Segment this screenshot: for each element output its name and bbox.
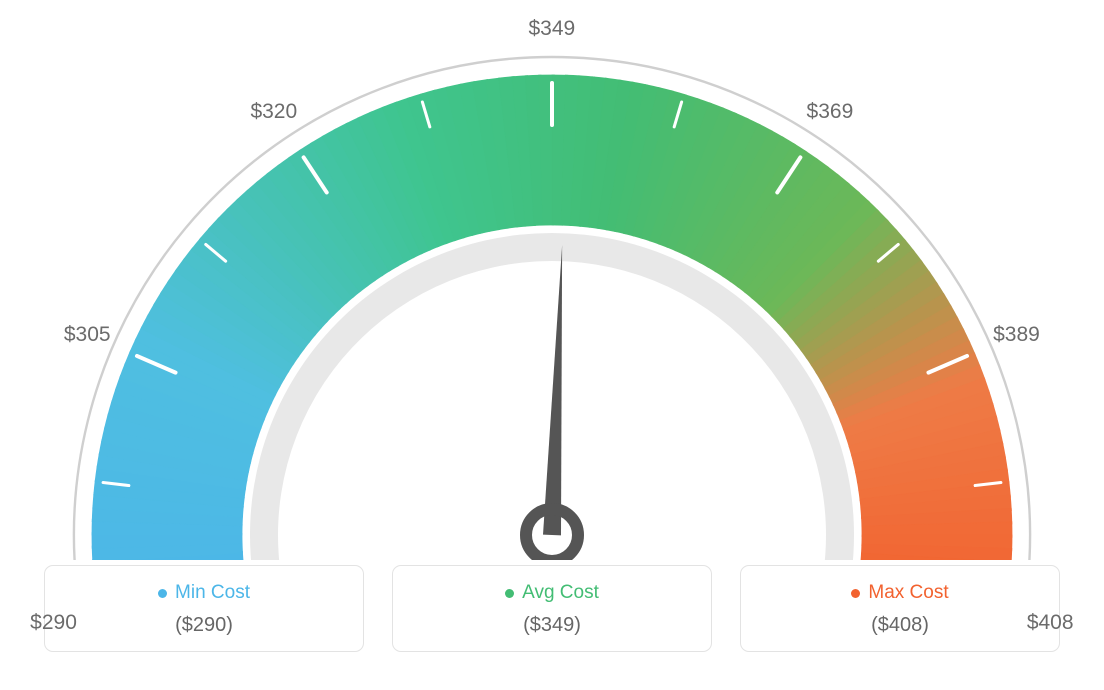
legend-title-max: Max Cost — [851, 582, 948, 604]
gauge-tick-label: $389 — [993, 323, 1040, 347]
legend-dot-avg — [505, 589, 514, 598]
legend-dot-min — [158, 589, 167, 598]
gauge-tick-label: $349 — [529, 17, 576, 41]
legend-card-avg: Avg Cost ($349) — [392, 565, 712, 652]
legend-row: Min Cost ($290) Avg Cost ($349) Max Cost… — [0, 565, 1104, 652]
gauge-chart: $290$305$320$349$369$389$408 — [0, 0, 1104, 560]
legend-card-min: Min Cost ($290) — [44, 565, 364, 652]
legend-value-max: ($408) — [751, 614, 1049, 637]
gauge-tick-label: $320 — [250, 100, 297, 124]
legend-title-min: Min Cost — [158, 582, 250, 604]
legend-title-avg: Avg Cost — [505, 582, 599, 604]
gauge-tick-label: $369 — [807, 100, 854, 124]
legend-dot-max — [851, 589, 860, 598]
legend-label-max: Max Cost — [868, 582, 948, 604]
legend-label-min: Min Cost — [175, 582, 250, 604]
gauge-svg — [0, 0, 1104, 560]
legend-value-min: ($290) — [55, 614, 353, 637]
gauge-tick-label: $408 — [1027, 611, 1074, 635]
legend-value-avg: ($349) — [403, 614, 701, 637]
gauge-tick-label: $290 — [30, 611, 77, 635]
gauge-tick-label: $305 — [64, 323, 111, 347]
legend-label-avg: Avg Cost — [522, 582, 599, 604]
legend-card-max: Max Cost ($408) — [740, 565, 1060, 652]
